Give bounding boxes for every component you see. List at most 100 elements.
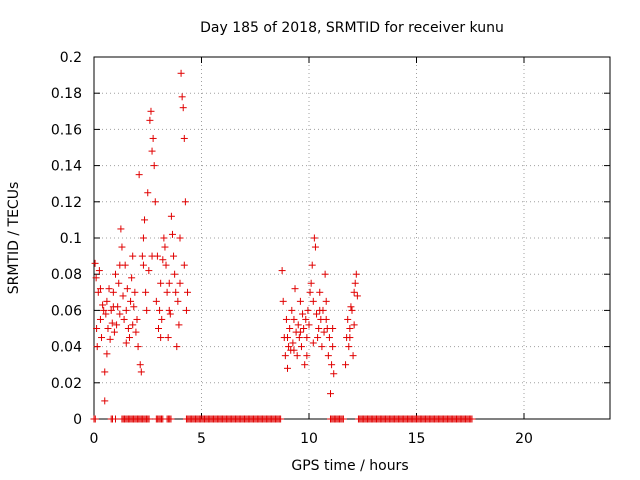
data-point xyxy=(285,343,293,351)
data-point xyxy=(309,339,317,347)
data-point xyxy=(313,310,321,318)
data-point xyxy=(294,321,302,329)
zero-level-point xyxy=(91,415,99,423)
zero-level-point xyxy=(145,415,153,423)
y-tick-label: 0.12 xyxy=(51,195,82,211)
data-point xyxy=(147,107,155,115)
data-point xyxy=(346,334,354,342)
data-point xyxy=(352,270,360,278)
data-point xyxy=(350,288,358,296)
data-point xyxy=(122,339,130,347)
data-point xyxy=(307,279,315,287)
data-point xyxy=(329,325,337,332)
data-point xyxy=(163,288,171,296)
data-point xyxy=(117,225,125,233)
data-point xyxy=(351,279,359,287)
data-point xyxy=(308,261,316,269)
data-point xyxy=(284,334,291,342)
data-point xyxy=(175,321,183,329)
data-point xyxy=(128,274,136,282)
data-point xyxy=(310,234,318,242)
data-point xyxy=(179,104,187,112)
data-point xyxy=(166,310,174,318)
data-point xyxy=(106,335,114,343)
data-point xyxy=(159,256,167,264)
data-point xyxy=(129,252,137,260)
y-tick-label: 0.02 xyxy=(51,376,82,392)
data-point xyxy=(321,270,329,278)
zero-level-point xyxy=(277,415,285,423)
data-point xyxy=(146,116,154,124)
data-point xyxy=(115,279,123,287)
data-point xyxy=(288,306,296,314)
data-point xyxy=(290,346,298,354)
y-tick-label: 0 xyxy=(73,412,82,428)
data-point xyxy=(349,352,357,360)
data-point xyxy=(281,352,289,360)
data-point xyxy=(327,390,334,398)
x-tick-label: 5 xyxy=(197,431,206,447)
data-point xyxy=(306,288,314,296)
data-point xyxy=(148,252,156,260)
data-point xyxy=(104,325,112,332)
data-point xyxy=(295,334,303,342)
data-point xyxy=(342,361,350,369)
data-point xyxy=(160,234,168,242)
data-point xyxy=(284,364,291,372)
data-point xyxy=(141,216,149,224)
data-point xyxy=(314,334,322,342)
data-point xyxy=(139,261,147,269)
data-point xyxy=(315,325,323,332)
zero-level-point xyxy=(108,415,116,423)
data-point xyxy=(309,297,317,305)
grid xyxy=(94,57,610,419)
data-point xyxy=(94,288,102,296)
data-point xyxy=(301,361,309,369)
data-point xyxy=(150,162,158,170)
y-tick-labels: 0 0.02 0.04 0.06 0.08 0.1 0.12 0.14 0.16 0.18 0.2 xyxy=(51,50,82,428)
data-point xyxy=(131,288,139,296)
data-point xyxy=(108,319,116,327)
x-tick-label: 10 xyxy=(300,431,318,447)
data-point xyxy=(101,397,109,405)
data-point xyxy=(157,334,165,342)
data-point xyxy=(164,334,172,342)
data-point xyxy=(181,198,189,206)
data-point xyxy=(350,321,358,329)
data-point xyxy=(156,306,164,314)
data-point xyxy=(93,325,101,332)
plot-frame xyxy=(93,56,611,420)
data-point xyxy=(142,288,150,296)
data-point xyxy=(177,69,185,77)
data-point xyxy=(320,328,328,336)
data-point xyxy=(107,306,115,314)
data-point xyxy=(297,343,305,351)
data-point xyxy=(143,306,151,314)
data-point xyxy=(303,334,311,342)
data-point xyxy=(302,315,310,323)
x-axis-label: GPS time / hours xyxy=(291,458,408,474)
data-point xyxy=(138,252,146,260)
data-point xyxy=(96,315,104,323)
data-point xyxy=(168,230,176,238)
data-point xyxy=(346,325,354,332)
data-point xyxy=(289,339,297,347)
data-point xyxy=(118,243,126,251)
data-point xyxy=(305,321,313,329)
data-point xyxy=(103,297,111,305)
data-point xyxy=(172,288,180,296)
data-points xyxy=(90,69,476,423)
data-point xyxy=(137,368,145,376)
data-point xyxy=(300,325,308,332)
data-point xyxy=(139,234,147,242)
data-point xyxy=(91,259,99,267)
data-point xyxy=(174,297,182,305)
data-point xyxy=(98,334,106,342)
data-point xyxy=(144,189,152,197)
data-point xyxy=(329,343,337,351)
data-point xyxy=(123,285,131,293)
data-point xyxy=(296,328,304,336)
y-axis-label: SRMTID / TECUs xyxy=(6,182,22,295)
data-point xyxy=(316,306,324,314)
x-tick-label: 20 xyxy=(515,431,533,447)
